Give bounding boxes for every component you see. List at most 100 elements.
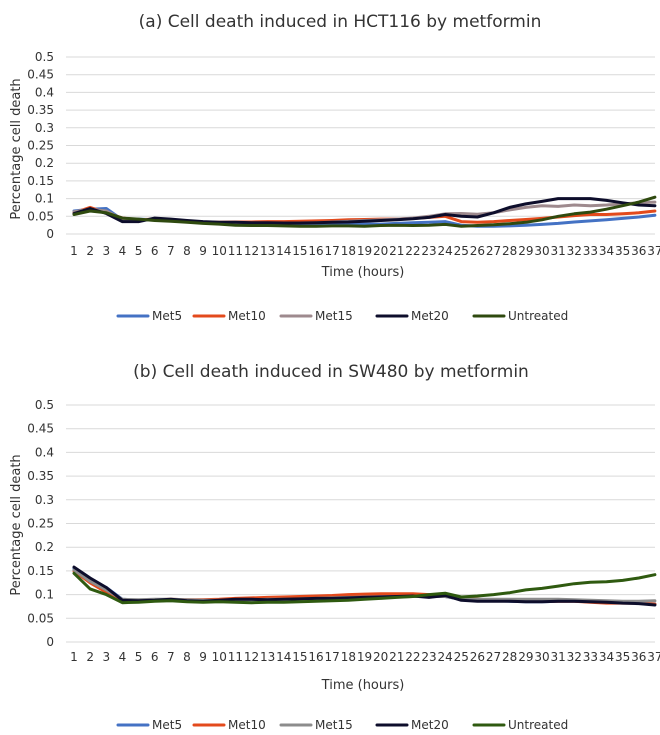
x-tick-label: 22 bbox=[405, 650, 420, 664]
legend-label-met5: Met5 bbox=[152, 309, 182, 323]
y-tick-label: 0.5 bbox=[35, 50, 54, 64]
x-tick-label: 5 bbox=[135, 650, 143, 664]
x-tick-label: 12 bbox=[244, 650, 259, 664]
y-tick-label: 0.35 bbox=[27, 103, 54, 117]
legend-label-met15: Met15 bbox=[315, 309, 353, 323]
x-tick-label: 10 bbox=[212, 650, 227, 664]
y-tick-label: 0.3 bbox=[35, 121, 54, 135]
x-tick-label: 17 bbox=[325, 244, 340, 258]
x-tick-label: 11 bbox=[228, 244, 243, 258]
y-tick-label: 0.5 bbox=[35, 398, 54, 412]
chart-title: (b) Cell death induced in SW480 by metfo… bbox=[133, 362, 529, 382]
x-tick-label: 23 bbox=[421, 244, 436, 258]
x-tick-label: 18 bbox=[341, 244, 356, 258]
x-tick-label: 7 bbox=[167, 244, 175, 258]
y-tick-label: 0.1 bbox=[35, 192, 54, 206]
y-axis-label: Percentage cell death bbox=[9, 454, 24, 595]
y-tick-label: 0.4 bbox=[35, 85, 54, 99]
x-tick-label: 4 bbox=[119, 650, 127, 664]
x-tick-label: 8 bbox=[183, 650, 191, 664]
y-tick-label: 0.45 bbox=[27, 422, 54, 436]
y-tick-label: 0.25 bbox=[27, 517, 54, 531]
x-tick-label: 1 bbox=[70, 244, 78, 258]
x-tick-label: 9 bbox=[199, 244, 207, 258]
x-axis-label: Time (hours) bbox=[321, 265, 405, 280]
y-tick-label: 0.4 bbox=[35, 445, 54, 459]
y-tick-label: 0.05 bbox=[27, 209, 54, 223]
y-tick-label: 0.2 bbox=[35, 540, 54, 554]
x-tick-label: 37 bbox=[647, 244, 660, 258]
legend-label-met5: Met5 bbox=[152, 718, 182, 732]
x-axis-label: Time (hours) bbox=[321, 678, 405, 693]
x-tick-label: 2 bbox=[86, 650, 94, 664]
x-tick-label: 21 bbox=[389, 650, 404, 664]
x-tick-label: 32 bbox=[567, 244, 582, 258]
chart-sw480: (b) Cell death induced in SW480 by metfo… bbox=[9, 362, 660, 732]
x-tick-label: 34 bbox=[599, 650, 614, 664]
x-tick-label: 32 bbox=[567, 650, 582, 664]
x-tick-label: 35 bbox=[615, 650, 630, 664]
x-tick-label: 17 bbox=[325, 650, 340, 664]
x-tick-label: 36 bbox=[631, 650, 646, 664]
legend-label-met10: Met10 bbox=[228, 309, 266, 323]
x-tick-label: 36 bbox=[631, 244, 646, 258]
x-tick-label: 8 bbox=[183, 244, 191, 258]
x-tick-label: 33 bbox=[583, 244, 598, 258]
x-tick-label: 25 bbox=[454, 244, 469, 258]
x-tick-label: 28 bbox=[502, 650, 517, 664]
x-tick-label: 2 bbox=[86, 244, 94, 258]
x-tick-label: 27 bbox=[486, 244, 501, 258]
x-tick-label: 24 bbox=[438, 650, 453, 664]
series-line-met20 bbox=[72, 197, 657, 225]
chart-hct116: (a) Cell death induced in HCT116 by metf… bbox=[9, 12, 660, 323]
x-tick-label: 30 bbox=[534, 650, 549, 664]
x-tick-label: 11 bbox=[228, 650, 243, 664]
chart-title: (a) Cell death induced in HCT116 by metf… bbox=[139, 12, 542, 32]
y-tick-label: 0.15 bbox=[27, 174, 54, 188]
x-tick-label: 5 bbox=[135, 244, 143, 258]
x-tick-label: 3 bbox=[102, 244, 110, 258]
y-tick-label: 0 bbox=[46, 635, 54, 649]
legend-label-met20: Met20 bbox=[411, 309, 449, 323]
legend-label-met10: Met10 bbox=[228, 718, 266, 732]
x-tick-label: 30 bbox=[534, 244, 549, 258]
series-line-untreated bbox=[72, 195, 657, 228]
y-tick-label: 0.25 bbox=[27, 139, 54, 153]
x-tick-label: 19 bbox=[357, 244, 372, 258]
x-tick-label: 25 bbox=[454, 650, 469, 664]
x-tick-label: 37 bbox=[647, 650, 660, 664]
x-tick-label: 14 bbox=[276, 650, 291, 664]
y-tick-label: 0.45 bbox=[27, 68, 54, 82]
x-tick-label: 15 bbox=[292, 650, 307, 664]
x-tick-label: 27 bbox=[486, 650, 501, 664]
y-tick-label: 0.15 bbox=[27, 564, 54, 578]
x-tick-label: 23 bbox=[421, 650, 436, 664]
x-tick-label: 20 bbox=[373, 244, 388, 258]
x-tick-label: 18 bbox=[341, 650, 356, 664]
legend-label-untreated: Untreated bbox=[508, 718, 568, 732]
x-tick-label: 12 bbox=[244, 244, 259, 258]
y-tick-label: 0.35 bbox=[27, 469, 54, 483]
x-tick-label: 31 bbox=[550, 650, 565, 664]
x-tick-label: 13 bbox=[260, 244, 275, 258]
x-tick-label: 13 bbox=[260, 650, 275, 664]
y-tick-label: 0.3 bbox=[35, 493, 54, 507]
y-tick-label: 0.1 bbox=[35, 588, 54, 602]
x-tick-label: 7 bbox=[167, 650, 175, 664]
x-tick-label: 29 bbox=[518, 650, 533, 664]
x-tick-label: 20 bbox=[373, 650, 388, 664]
x-tick-label: 3 bbox=[102, 650, 110, 664]
x-tick-label: 14 bbox=[276, 244, 291, 258]
y-tick-label: 0.2 bbox=[35, 156, 54, 170]
x-tick-label: 16 bbox=[308, 650, 323, 664]
legend-label-met15: Met15 bbox=[315, 718, 353, 732]
x-tick-label: 26 bbox=[470, 244, 485, 258]
x-tick-label: 33 bbox=[583, 650, 598, 664]
x-tick-label: 29 bbox=[518, 244, 533, 258]
x-tick-label: 24 bbox=[438, 244, 453, 258]
x-tick-label: 19 bbox=[357, 650, 372, 664]
x-tick-label: 10 bbox=[212, 244, 227, 258]
x-tick-label: 16 bbox=[308, 244, 323, 258]
x-tick-label: 6 bbox=[151, 650, 159, 664]
